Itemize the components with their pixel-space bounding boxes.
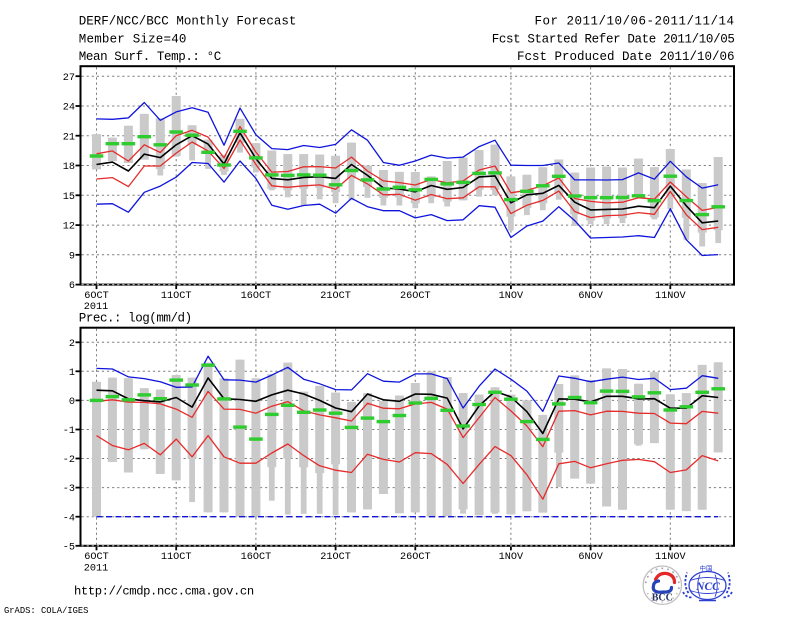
svg-text:2011: 2011 bbox=[84, 563, 108, 574]
svg-text:16OCT: 16OCT bbox=[241, 291, 272, 302]
svg-text:11OCT: 11OCT bbox=[161, 291, 192, 302]
svg-text:6OCT: 6OCT bbox=[84, 291, 108, 302]
svg-text:For 2011/10/06-2011/11/14: For 2011/10/06-2011/11/14 bbox=[534, 14, 734, 28]
svg-text:1NOV: 1NOV bbox=[499, 291, 524, 302]
svg-text:16OCT: 16OCT bbox=[241, 552, 272, 563]
svg-text:18: 18 bbox=[63, 162, 75, 173]
svg-text:-1: -1 bbox=[63, 426, 75, 437]
svg-text:27: 27 bbox=[63, 73, 75, 84]
svg-text:6NOV: 6NOV bbox=[578, 552, 603, 563]
svg-text:11OCT: 11OCT bbox=[161, 552, 192, 563]
svg-text:2: 2 bbox=[69, 339, 75, 350]
svg-text:15: 15 bbox=[63, 192, 75, 203]
svg-text:Fcst Produced Date 2011/10/06: Fcst Produced Date 2011/10/06 bbox=[517, 50, 735, 64]
svg-text:9: 9 bbox=[69, 251, 75, 262]
svg-text:中国: 中国 bbox=[700, 564, 713, 573]
svg-text:6OCT: 6OCT bbox=[84, 552, 108, 563]
svg-text:NCC: NCC bbox=[695, 581, 720, 593]
svg-text:Fcst Started Refer Date 2011/1: Fcst Started Refer Date 2011/10/05 bbox=[492, 32, 735, 46]
svg-text:2011: 2011 bbox=[84, 302, 108, 313]
svg-text:21OCT: 21OCT bbox=[320, 291, 351, 302]
svg-text:GrADS: COLA/IGES: GrADS: COLA/IGES bbox=[4, 606, 88, 616]
svg-text:11NOV: 11NOV bbox=[655, 552, 686, 563]
svg-text:-3: -3 bbox=[63, 484, 75, 495]
svg-text:21OCT: 21OCT bbox=[320, 552, 351, 563]
svg-text:26OCT: 26OCT bbox=[400, 291, 431, 302]
svg-text:DERF/NCC/BCC Monthly Forecast: DERF/NCC/BCC Monthly Forecast bbox=[79, 14, 297, 28]
svg-text:1: 1 bbox=[69, 368, 75, 379]
svg-text:-5: -5 bbox=[63, 542, 75, 553]
svg-text:BCC: BCC bbox=[652, 593, 673, 604]
svg-text:26OCT: 26OCT bbox=[400, 552, 431, 563]
svg-text:1NOV: 1NOV bbox=[499, 552, 524, 563]
svg-text:12: 12 bbox=[63, 222, 75, 233]
svg-text:6: 6 bbox=[69, 281, 75, 292]
svg-text:Prec.: log(mm/d): Prec.: log(mm/d) bbox=[79, 312, 192, 326]
svg-text:0: 0 bbox=[69, 397, 75, 408]
svg-text:6NOV: 6NOV bbox=[578, 291, 603, 302]
svg-text:24: 24 bbox=[63, 103, 75, 114]
svg-text:-2: -2 bbox=[63, 455, 75, 466]
svg-text:Member Size=40: Member Size=40 bbox=[79, 32, 187, 46]
svg-text:21: 21 bbox=[63, 132, 75, 143]
svg-text:http://cmdp.ncc.cma.gov.cn: http://cmdp.ncc.cma.gov.cn bbox=[74, 585, 254, 599]
svg-text:-4: -4 bbox=[63, 513, 75, 524]
svg-text:Mean Surf. Temp.: °C: Mean Surf. Temp.: °C bbox=[79, 50, 221, 64]
svg-text:11NOV: 11NOV bbox=[655, 291, 686, 302]
